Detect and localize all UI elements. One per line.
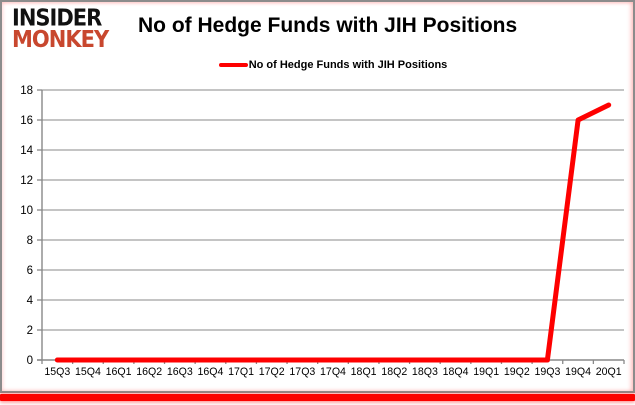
- y-axis-label: 4: [27, 295, 34, 307]
- y-axis-label: 2: [27, 325, 33, 337]
- y-axis-label: 8: [27, 235, 33, 247]
- plot-area: 0 2 4 6 8 10 12 14 16 18 15Q3 15Q4 16Q1 16Q2 16Q3 16Q4 1…: [20, 85, 625, 378]
- x-axis-label: 19Q2: [504, 366, 530, 378]
- y-axis-label: 0: [27, 355, 33, 367]
- x-axis-label: 18Q4: [443, 366, 469, 378]
- red-bottom-bar: [0, 394, 635, 401]
- x-axis-label: 17Q3: [289, 366, 315, 378]
- y-axis-label: 12: [20, 175, 33, 187]
- y-axis-label: 10: [20, 205, 33, 217]
- y-axis-label: 18: [20, 85, 33, 97]
- x-axis-label: 17Q1: [228, 366, 254, 378]
- x-axis-label: 19Q4: [565, 366, 591, 378]
- logo-line1: INSIDER: [12, 4, 102, 31]
- x-axis-label: 18Q3: [412, 366, 438, 378]
- chart-title: No of Hedge Funds with JIH Positions: [138, 14, 518, 37]
- x-axis-label: 20Q1: [596, 366, 622, 378]
- x-axis-label: 16Q1: [106, 366, 132, 378]
- insider-monkey-logo: INSIDER MONKEY: [12, 4, 130, 52]
- x-axis-label: 18Q1: [351, 366, 377, 378]
- x-axis-label: 16Q3: [167, 366, 193, 378]
- y-axis-label: 14: [20, 145, 33, 157]
- chart-frame: INSIDER MONKEY No of Hedge Funds with JI…: [0, 0, 635, 393]
- y-axis-label: 16: [20, 115, 33, 127]
- series-line-marker-icon: [218, 63, 248, 67]
- legend-series-label: No of Hedge Funds with JIH Positions: [248, 59, 448, 71]
- logo-line2: MONKEY: [12, 25, 109, 52]
- x-axis-label: 17Q4: [320, 366, 346, 378]
- x-axis-label: 19Q3: [534, 366, 560, 378]
- x-axis-label: 15Q3: [44, 366, 70, 378]
- x-axis-label: 15Q4: [75, 366, 101, 378]
- x-axis-label: 16Q2: [136, 366, 162, 378]
- legend: No of Hedge Funds with JIH Positions: [42, 59, 624, 71]
- x-axis-label: 19Q1: [473, 366, 499, 378]
- y-axis-label: 6: [27, 265, 33, 277]
- series-line: [54, 102, 612, 363]
- x-axis-label: 17Q2: [259, 366, 285, 378]
- x-axis-label: 18Q2: [381, 366, 407, 378]
- x-axis-label: 16Q4: [198, 366, 224, 378]
